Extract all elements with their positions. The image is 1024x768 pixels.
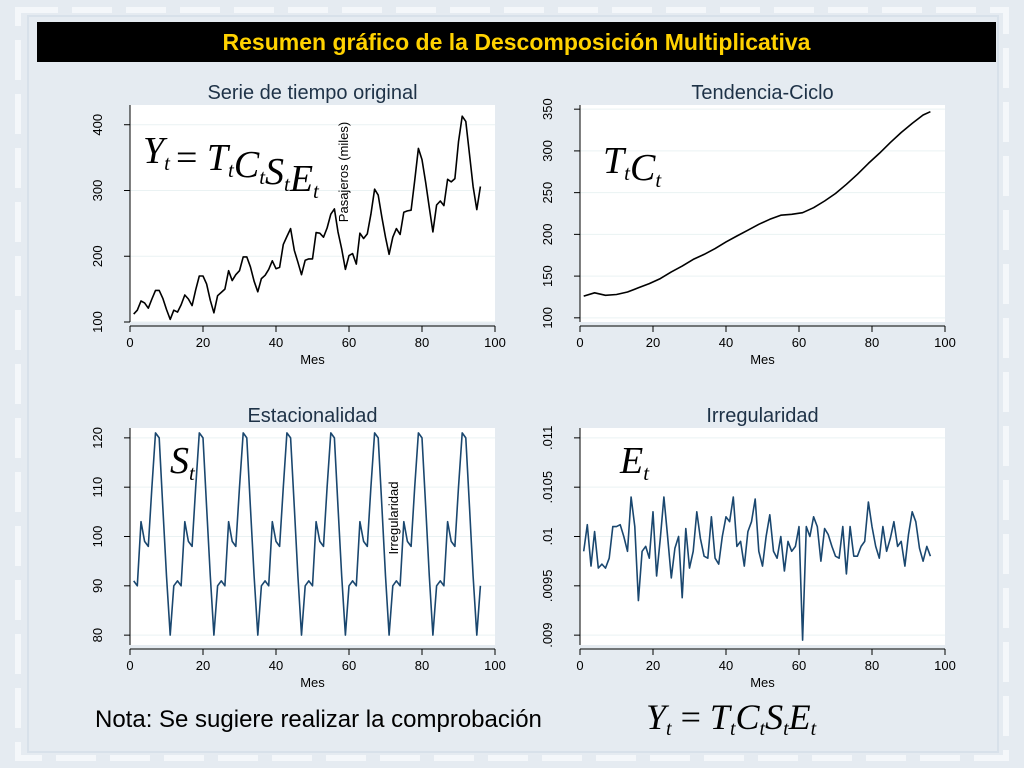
y-tick-label: 200 <box>90 245 105 267</box>
formula-subscript: t <box>284 172 291 196</box>
y-tick-label: .009 <box>540 622 555 647</box>
overlay-formula: St <box>170 440 196 485</box>
chart-seasonality: Estacionalidad 80 90 100 110 120 0 20 40 60 80 100 M… <box>55 398 506 698</box>
chart-svg: Irregularidad .009 .0095 .01 .0105 .011 0 20 40 6… <box>540 405 956 690</box>
plot-area <box>580 105 945 322</box>
note-text: Nota: Se sugiere realizar la comprobació… <box>95 706 542 733</box>
chart-title: Estacionalidad <box>247 405 377 427</box>
x-axis-label: Mes <box>300 352 325 367</box>
y-tick-label: 300 <box>540 140 555 162</box>
chart-svg: Tendencia-Ciclo 100 150 200 250 300 350 0 20 40 60… <box>540 82 956 367</box>
y-tick-label: 90 <box>90 579 105 593</box>
x-tick-label: 40 <box>719 335 733 350</box>
x-tick-label: 0 <box>576 658 583 673</box>
x-tick-label: 80 <box>865 335 879 350</box>
chart-trend-cycle: Tendencia-Ciclo 100 150 200 250 300 350 0 20 40 60… <box>505 75 956 375</box>
formula-subscript: t <box>655 168 662 192</box>
chart-title: Serie de tiempo original <box>207 82 417 104</box>
x-tick-label: 40 <box>269 335 283 350</box>
x-tick-label: 100 <box>484 658 506 673</box>
page-title: Resumen gráfico de la Descomposición Mul… <box>37 22 996 62</box>
overlay-formula: Yt = TtCtStEt <box>143 130 320 203</box>
x-tick-label: 0 <box>576 335 583 350</box>
chart-svg: Estacionalidad 80 90 100 110 120 0 20 40 60 80 100 M… <box>90 405 506 690</box>
formula-symbol: Y <box>143 130 168 172</box>
formula-symbol: T <box>603 140 627 182</box>
chart-title: Irregularidad <box>706 405 818 427</box>
formula-symbol: S <box>265 151 284 193</box>
x-tick-label: 100 <box>934 335 956 350</box>
series-line <box>583 110 931 297</box>
x-tick-label: 80 <box>415 335 429 350</box>
x-tick-label: 40 <box>719 658 733 673</box>
x-tick-label: 0 <box>126 658 133 673</box>
formula-symbol: T <box>207 137 231 179</box>
y-tick-label: 400 <box>90 114 105 136</box>
formula-equals: = <box>176 137 207 179</box>
overlay-formula: Et <box>619 440 650 485</box>
formula-subscript: t <box>164 151 171 175</box>
x-tick-label: 0 <box>126 335 133 350</box>
x-axis-label: Mes <box>300 675 325 690</box>
x-axis-label: Mes <box>750 352 775 367</box>
x-tick-label: 20 <box>196 335 210 350</box>
formula-subscript: t <box>624 161 631 185</box>
x-tick-label: 40 <box>269 658 283 673</box>
y-tick-label: .01 <box>540 527 555 545</box>
formula-subscript: t <box>313 179 320 203</box>
formula-symbol: C <box>234 144 260 186</box>
y-tick-label: 350 <box>540 98 555 120</box>
x-tick-label: 100 <box>484 335 506 350</box>
chart-original-series: Serie de tiempo original 100 200 300 400 0 20 4… <box>55 75 506 375</box>
series-line <box>582 496 932 641</box>
series-line <box>133 432 482 636</box>
x-tick-label: 20 <box>196 658 210 673</box>
y-tick-label: 250 <box>540 182 555 204</box>
formula-subscript: t <box>189 461 196 485</box>
x-tick-label: 60 <box>342 335 356 350</box>
x-axis-label: Mes <box>750 675 775 690</box>
y-tick-label: 200 <box>540 224 555 246</box>
y-axis-label: Pasajeros (miles) <box>336 122 351 222</box>
formula-subscript: t <box>259 165 266 189</box>
x-tick-label: 80 <box>415 658 429 673</box>
y-tick-label: .0095 <box>540 570 555 603</box>
y-tick-label: 120 <box>90 427 105 449</box>
y-tick-label: 80 <box>90 628 105 642</box>
chart-title: Tendencia-Ciclo <box>691 82 833 104</box>
y-tick-label: 150 <box>540 265 555 287</box>
formula-subscript: t <box>643 461 650 485</box>
formula-symbol: E <box>289 158 313 200</box>
y-tick-label: 100 <box>90 526 105 548</box>
formula-symbol: S <box>170 440 189 482</box>
y-tick-label: .0105 <box>540 471 555 504</box>
overlay-formula: TtCt <box>603 140 662 192</box>
formula-subscript: t <box>228 158 235 182</box>
y-tick-label: 100 <box>90 311 105 333</box>
x-tick-label: 60 <box>792 658 806 673</box>
y-tick-label: 300 <box>90 180 105 202</box>
formula-symbol: E <box>619 440 643 482</box>
series-line <box>133 115 482 321</box>
plot-area <box>130 105 495 322</box>
note-formula: Yt = TtCtStEt <box>646 697 817 740</box>
x-tick-label: 80 <box>865 658 879 673</box>
x-tick-label: 20 <box>646 335 660 350</box>
chart-svg: Serie de tiempo original 100 200 300 400 0 20 4… <box>90 82 506 367</box>
y-axis-label: Irregularidad <box>386 482 401 555</box>
chart-irregularity: Irregularidad .009 .0095 .01 .0105 .011 0 20 40 6… <box>505 398 956 698</box>
y-tick-label: 100 <box>540 307 555 329</box>
y-tick-label: 110 <box>90 477 105 498</box>
y-tick-label: .011 <box>540 426 555 450</box>
formula-symbol: C <box>630 147 656 189</box>
x-tick-label: 100 <box>934 658 956 673</box>
x-tick-label: 60 <box>792 335 806 350</box>
x-tick-label: 20 <box>646 658 660 673</box>
x-tick-label: 60 <box>342 658 356 673</box>
